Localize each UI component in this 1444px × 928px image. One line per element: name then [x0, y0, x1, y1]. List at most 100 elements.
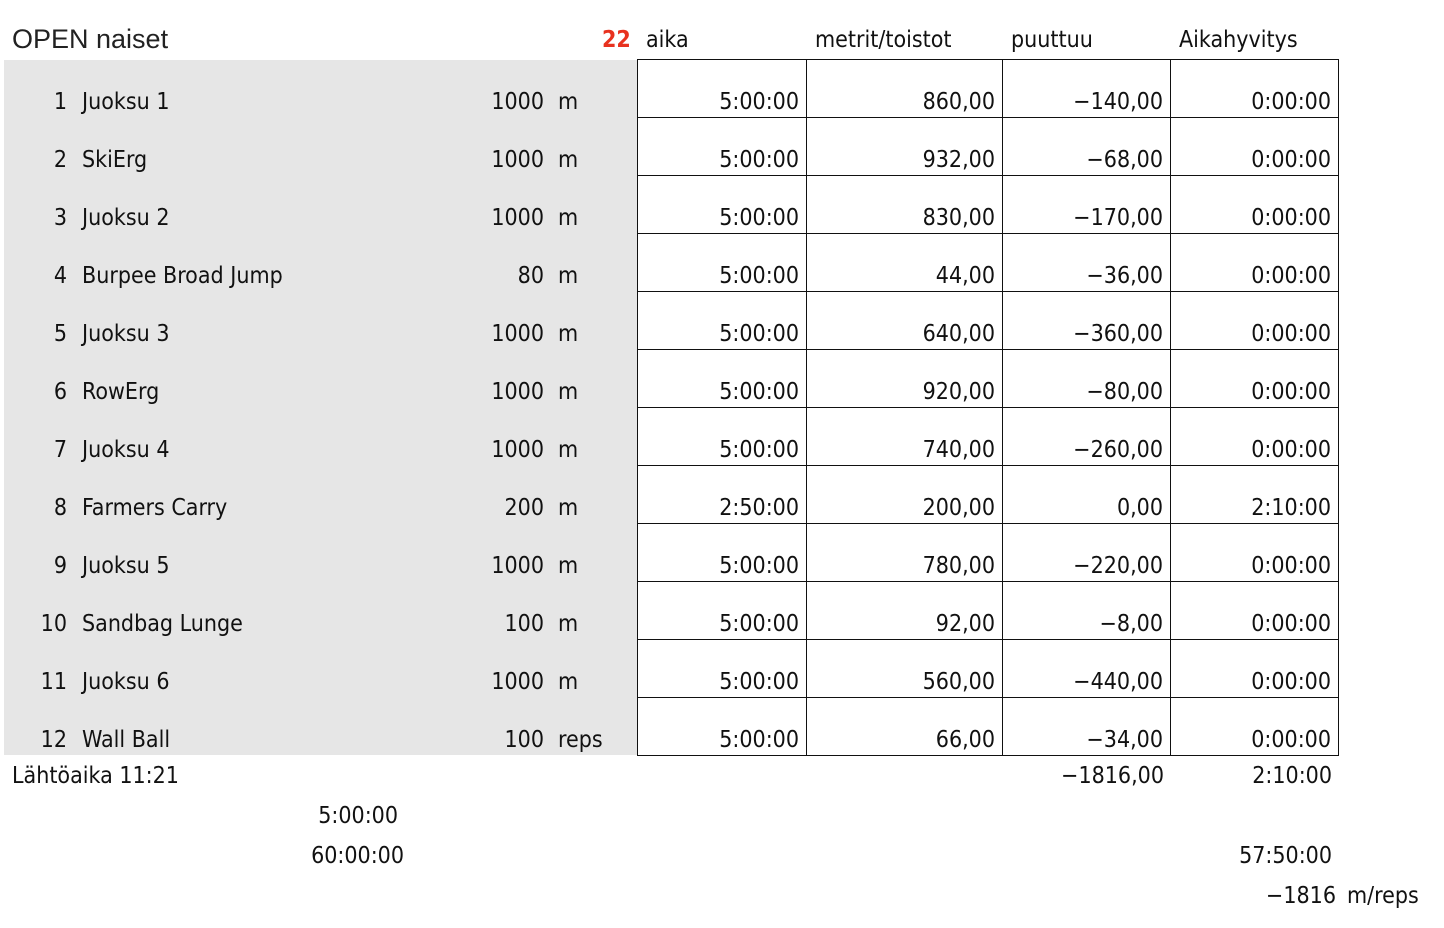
cell-value: 5:00:00 [719, 205, 799, 231]
station-name: Juoksu 5 [82, 553, 170, 579]
cell-value: 0:00:00 [1251, 263, 1331, 289]
cell-metrit[interactable]: 92,00 [806, 581, 1003, 640]
station-target: 1000 [491, 321, 544, 347]
cell-puuttuu[interactable]: −440,00 [1002, 639, 1171, 698]
station-target: 1000 [491, 437, 544, 463]
cell-metrit[interactable]: 830,00 [806, 175, 1003, 234]
station-target: 100 [504, 611, 545, 637]
station-target: 1000 [491, 553, 544, 579]
cell-aika[interactable]: 5:00:00 [637, 117, 807, 176]
cell-aika[interactable]: 5:00:00 [637, 581, 807, 640]
station-unit: m [558, 321, 579, 347]
cell-value: 5:00:00 [719, 147, 799, 173]
cell-puuttuu[interactable]: −260,00 [1002, 407, 1171, 466]
cell-hyvitys[interactable]: 0:00:00 [1170, 407, 1339, 466]
cell-puuttuu[interactable]: −68,00 [1002, 117, 1171, 176]
cell-hyvitys[interactable]: 0:00:00 [1170, 639, 1339, 698]
cell-aika[interactable]: 5:00:00 [637, 175, 807, 234]
table-row: 2 SkiErg 1000 m 5:00:00 932,00 −68,00 0:00:00 [0, 117, 1444, 176]
cell-value: 0:00:00 [1251, 437, 1331, 463]
station-unit: m [558, 611, 579, 637]
cell-metrit[interactable]: 780,00 [806, 523, 1003, 582]
cell-metrit[interactable]: 200,00 [806, 465, 1003, 524]
cell-puuttuu[interactable]: −140,00 [1002, 59, 1171, 118]
cell-aika[interactable]: 5:00:00 [637, 349, 807, 408]
cell-value: 44,00 [935, 263, 995, 289]
cell-value: 0:00:00 [1251, 321, 1331, 347]
time-total: 60:00:00 [311, 843, 404, 869]
time-per-station: 5:00:00 [318, 803, 398, 829]
cell-value: −68,00 [1086, 147, 1163, 173]
station-unit: m [558, 495, 579, 521]
cell-value: 5:00:00 [719, 321, 799, 347]
cell-hyvitys[interactable]: 0:00:00 [1170, 117, 1339, 176]
cell-hyvitys[interactable]: 0:00:00 [1170, 291, 1339, 350]
cell-puuttuu[interactable]: −220,00 [1002, 523, 1171, 582]
stations-panel [4, 60, 638, 755]
cell-value: 0:00:00 [1251, 727, 1331, 753]
table-row: 10 Sandbag Lunge 100 m 5:00:00 92,00 −8,00 0:00… [0, 581, 1444, 640]
cell-hyvitys[interactable]: 0:00:00 [1170, 523, 1339, 582]
cell-metrit[interactable]: 740,00 [806, 407, 1003, 466]
station-target: 200 [504, 495, 545, 521]
station-number: 8 [53, 495, 67, 521]
puuttuu-total: −1816,00 [1061, 763, 1164, 789]
cell-puuttuu[interactable]: −170,00 [1002, 175, 1171, 234]
cell-aika[interactable]: 5:00:00 [637, 291, 807, 350]
cell-puuttuu[interactable]: −34,00 [1002, 697, 1171, 756]
cell-value: 5:00:00 [719, 611, 799, 637]
cell-aika[interactable]: 5:00:00 [637, 639, 807, 698]
station-name: SkiErg [82, 147, 148, 173]
cell-hyvitys[interactable]: 0:00:00 [1170, 349, 1339, 408]
cell-value: −34,00 [1086, 727, 1163, 753]
cell-value: 830,00 [922, 205, 995, 231]
cell-metrit[interactable]: 920,00 [806, 349, 1003, 408]
cell-hyvitys[interactable]: 2:10:00 [1170, 465, 1339, 524]
cell-value: 66,00 [935, 727, 995, 753]
cell-value: −80,00 [1086, 379, 1163, 405]
table-row: 3 Juoksu 2 1000 m 5:00:00 830,00 −170,00 0:00:0… [0, 175, 1444, 234]
cell-value: −440,00 [1073, 669, 1163, 695]
cell-value: 0:00:00 [1251, 379, 1331, 405]
cell-metrit[interactable]: 932,00 [806, 117, 1003, 176]
station-name: Juoksu 4 [82, 437, 170, 463]
cell-puuttuu[interactable]: 0,00 [1002, 465, 1171, 524]
table-row: 5 Juoksu 3 1000 m 5:00:00 640,00 −360,00 0:00:0… [0, 291, 1444, 350]
header-aikahyvitys: Aikahyvitys [1179, 27, 1298, 53]
cell-metrit[interactable]: 640,00 [806, 291, 1003, 350]
station-unit: m [558, 205, 579, 231]
cell-aika[interactable]: 2:50:00 [637, 465, 807, 524]
cell-puuttuu[interactable]: −36,00 [1002, 233, 1171, 292]
cell-value: 0:00:00 [1251, 611, 1331, 637]
cell-hyvitys[interactable]: 0:00:00 [1170, 697, 1339, 756]
cell-aika[interactable]: 5:00:00 [637, 407, 807, 466]
cell-puuttuu[interactable]: −80,00 [1002, 349, 1171, 408]
cell-hyvitys[interactable]: 0:00:00 [1170, 581, 1339, 640]
cell-metrit[interactable]: 860,00 [806, 59, 1003, 118]
cell-value: 860,00 [922, 89, 995, 115]
cell-aika[interactable]: 5:00:00 [637, 59, 807, 118]
cell-value: 2:10:00 [1251, 495, 1331, 521]
cell-hyvitys[interactable]: 0:00:00 [1170, 175, 1339, 234]
cell-value: −260,00 [1073, 437, 1163, 463]
cell-aika[interactable]: 5:00:00 [637, 697, 807, 756]
cell-value: −140,00 [1073, 89, 1163, 115]
cell-hyvitys[interactable]: 0:00:00 [1170, 233, 1339, 292]
station-unit: reps [558, 727, 603, 753]
cell-aika[interactable]: 5:00:00 [637, 523, 807, 582]
header-metrit-toistot: metrit/toistot [815, 27, 952, 53]
cell-metrit[interactable]: 66,00 [806, 697, 1003, 756]
cell-metrit[interactable]: 44,00 [806, 233, 1003, 292]
cell-puuttuu[interactable]: −8,00 [1002, 581, 1171, 640]
cell-aika[interactable]: 5:00:00 [637, 233, 807, 292]
station-name: Juoksu 2 [82, 205, 170, 231]
station-target: 1000 [491, 205, 544, 231]
station-number: 3 [53, 205, 67, 231]
cell-puuttuu[interactable]: −360,00 [1002, 291, 1171, 350]
cell-hyvitys[interactable]: 0:00:00 [1170, 59, 1339, 118]
station-name: Farmers Carry [82, 495, 228, 521]
cell-metrit[interactable]: 560,00 [806, 639, 1003, 698]
station-unit: m [558, 263, 579, 289]
station-target: 80 [517, 263, 544, 289]
station-unit: m [558, 437, 579, 463]
